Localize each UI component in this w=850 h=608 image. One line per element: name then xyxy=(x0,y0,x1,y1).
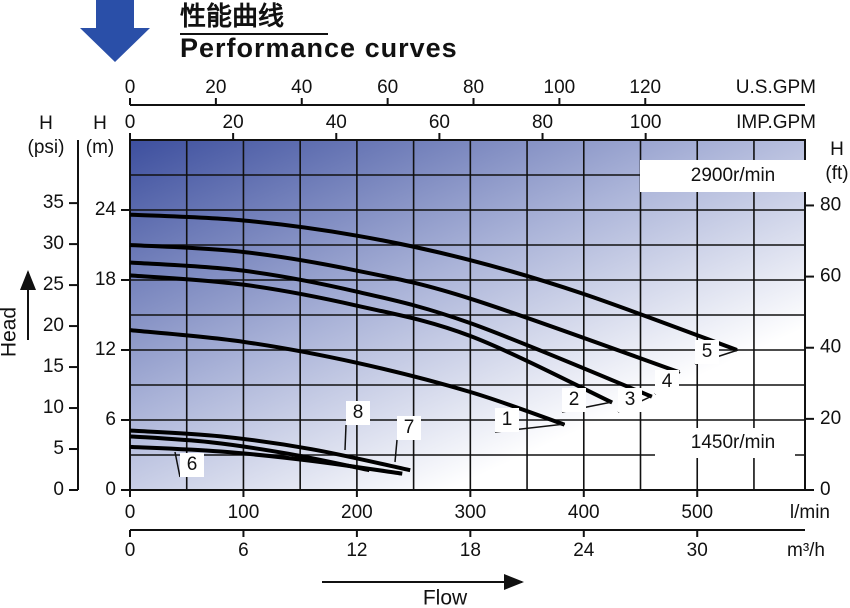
y-tick-label: 30 xyxy=(43,233,64,254)
y-tick-label: 0 xyxy=(53,479,64,500)
x-tick-label: 80 xyxy=(463,77,484,98)
y-tick-label: 0 xyxy=(105,479,116,500)
curve xyxy=(129,273,613,405)
axis-name: H xyxy=(830,139,844,160)
y-tick-label: 6 xyxy=(105,409,116,430)
curve xyxy=(129,428,411,473)
x-tick-label: 12 xyxy=(346,540,367,561)
x-tick-label: 0 xyxy=(125,77,136,98)
x-axis-label: Flow xyxy=(423,587,468,608)
x-tick-label: 0 xyxy=(125,112,136,133)
axis-name: H xyxy=(93,113,107,134)
y-tick-label: 20 xyxy=(43,315,64,336)
curve xyxy=(129,434,370,473)
label-box xyxy=(562,388,586,412)
y-tick-label: 80 xyxy=(820,194,841,215)
label-box xyxy=(180,453,204,477)
y-axis-label: Head xyxy=(0,307,21,357)
legend-label: 6 xyxy=(187,454,198,475)
label-box xyxy=(618,388,642,412)
x-tick-label: 100 xyxy=(228,502,260,523)
y-tick-label: 5 xyxy=(53,438,64,459)
curve xyxy=(129,212,738,352)
x-tick-label: 20 xyxy=(205,77,226,98)
y-tick-label: 18 xyxy=(95,269,116,290)
label-box xyxy=(695,340,719,364)
x-tick-label: 60 xyxy=(429,112,450,133)
annotation: 2900r/min xyxy=(691,165,776,186)
axis-name: H xyxy=(39,113,53,134)
y-tick-label: 35 xyxy=(43,192,64,213)
x-tick-label: 20 xyxy=(223,112,244,133)
y-tick-label: 60 xyxy=(820,266,841,287)
x-tick-label: 500 xyxy=(681,502,713,523)
x-tick-label: 100 xyxy=(544,77,576,98)
down-arrow-icon xyxy=(80,0,150,62)
label-leader xyxy=(174,451,181,478)
x-tick-label: 300 xyxy=(454,502,486,523)
legend-label: 8 xyxy=(353,402,364,423)
curve xyxy=(129,243,680,375)
label-box xyxy=(655,370,679,394)
chart-title: 性能曲线 xyxy=(180,1,284,31)
x-tick-label: 400 xyxy=(568,502,600,523)
y-tick-label: 20 xyxy=(820,408,841,429)
y-tick-label: 25 xyxy=(43,274,64,295)
x-tick-label: 80 xyxy=(532,112,553,133)
x-tick-label: 24 xyxy=(573,540,595,561)
legend-label: 2 xyxy=(569,389,580,410)
x-tick-label: 6 xyxy=(238,540,249,561)
y-tick-label: 15 xyxy=(43,356,64,377)
x-tick-label: 30 xyxy=(687,540,708,561)
label-leader xyxy=(344,424,347,451)
label-box xyxy=(495,408,519,432)
x-tick-label: 40 xyxy=(326,112,347,133)
axis-unit: (ft) xyxy=(825,163,848,184)
y-tick-label: 10 xyxy=(43,397,64,418)
y-tick-label: 0 xyxy=(820,479,831,500)
annotation-box xyxy=(640,160,810,192)
x-tick-label: 18 xyxy=(460,540,481,561)
chart-subtitle: Performance curves xyxy=(180,33,458,63)
label-box xyxy=(346,401,370,425)
annotation: 1450r/min xyxy=(691,432,776,453)
x-tick-label: 200 xyxy=(341,502,373,523)
x-tick-label: 0 xyxy=(125,502,136,523)
y-tick-label: 12 xyxy=(95,339,116,360)
x-tick-label: 0 xyxy=(125,540,136,561)
x-tick-label: 120 xyxy=(629,77,661,98)
axis-unit: m³/h xyxy=(787,540,825,561)
axis-unit: IMP.GPM xyxy=(736,112,816,133)
axis-unit: (psi) xyxy=(28,137,65,158)
label-box xyxy=(397,416,421,440)
legend-label: 4 xyxy=(662,371,673,392)
legend-label: 1 xyxy=(502,409,513,430)
y-tick-label: 40 xyxy=(820,337,841,358)
annotation-box xyxy=(655,428,795,458)
x-tick-label: 60 xyxy=(377,77,398,98)
axis-unit: (m) xyxy=(86,137,114,158)
x-tick-label: 100 xyxy=(630,112,662,133)
axis-unit: l/min xyxy=(790,502,830,523)
legend-label: 5 xyxy=(702,341,713,362)
legend-label: 7 xyxy=(404,417,415,438)
label-leader xyxy=(394,439,398,463)
y-tick-label: 24 xyxy=(95,199,117,220)
axis-unit: U.S.GPM xyxy=(736,77,816,98)
legend-label: 3 xyxy=(625,389,636,410)
curve xyxy=(129,260,653,399)
x-tick-label: 40 xyxy=(291,77,312,98)
curve xyxy=(129,328,566,427)
